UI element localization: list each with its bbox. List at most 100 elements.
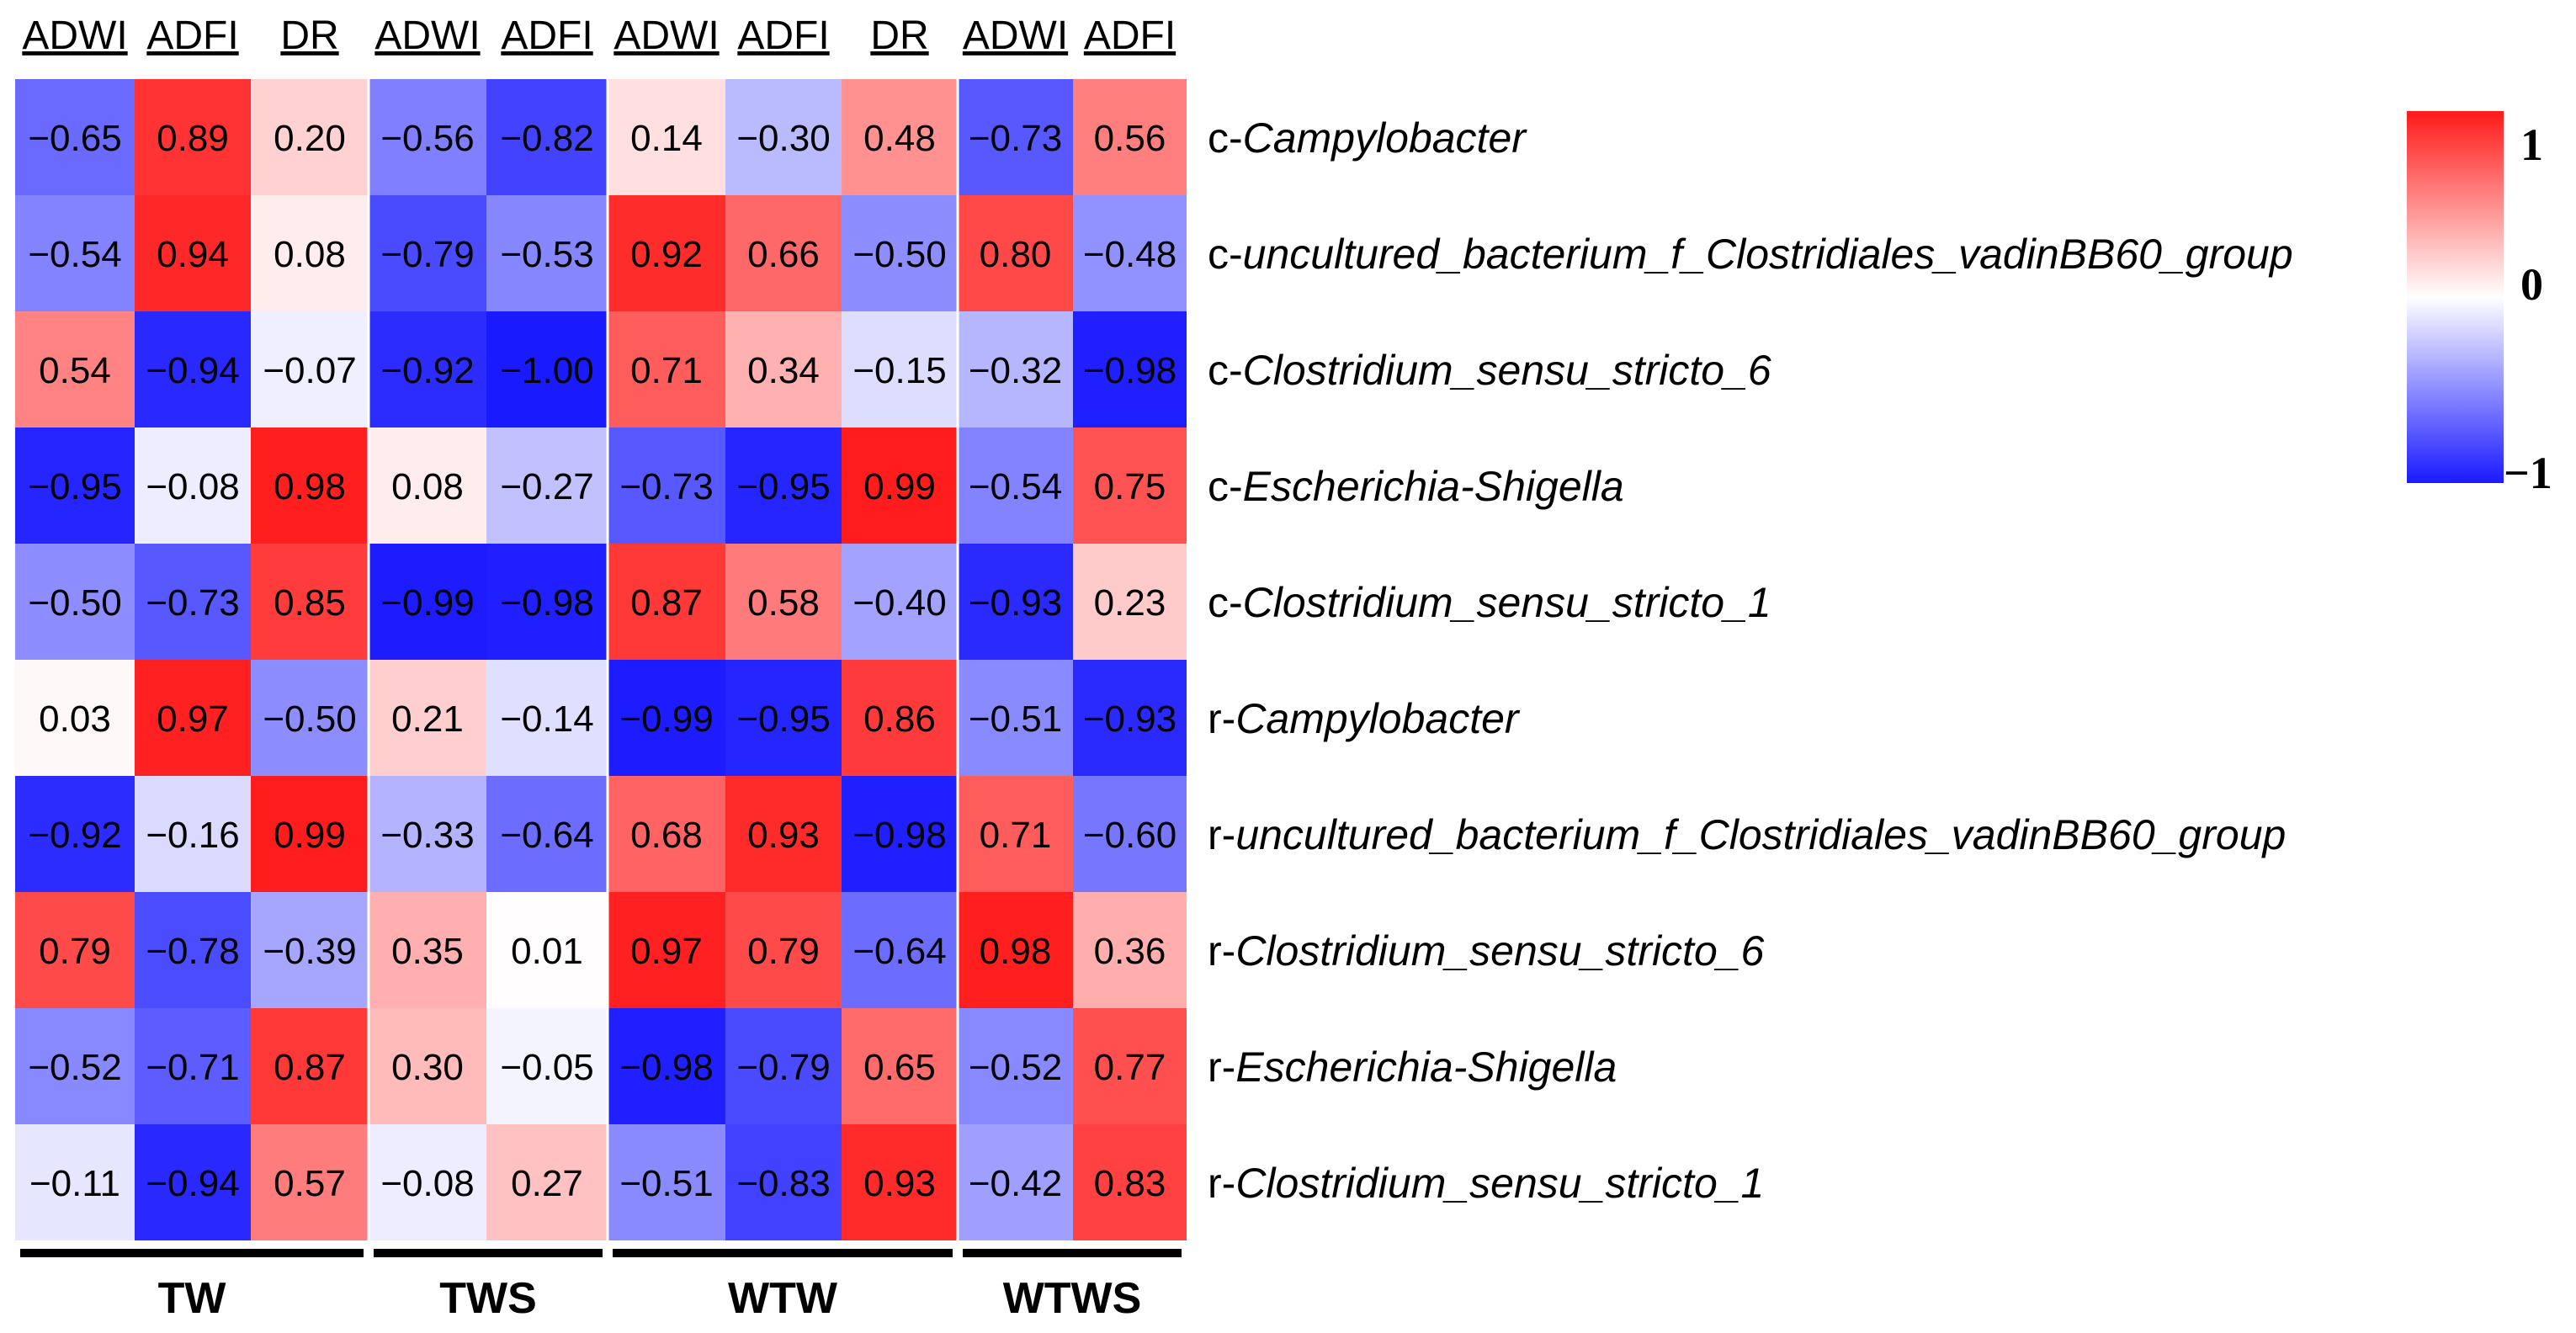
cell-value-label: −0.54: [969, 466, 1062, 507]
legend-tick-max: 1: [2520, 119, 2543, 170]
heatmap-cell: [608, 892, 725, 1008]
cell-value-label: 0.79: [747, 931, 820, 972]
group-label-wtw: WTW: [728, 1274, 838, 1323]
heatmap-cell: [608, 428, 725, 544]
cell-value-label: 0.99: [863, 466, 936, 507]
column-label-adfi-9: ADFI: [1084, 13, 1176, 58]
cell-value-label: 0.92: [630, 234, 703, 275]
heatmap-cell: [842, 195, 958, 311]
row-label-name: uncultured_bacterium_f_Clostridiales_vad…: [1243, 231, 2293, 278]
cell-value-label: 0.03: [39, 698, 111, 740]
row-label: r-Clostridium_sensu_stricto_6: [1208, 927, 1765, 975]
cell-value-label: 0.68: [630, 815, 703, 856]
heatmap-cell: [958, 544, 1073, 660]
heatmap-cell: [842, 1124, 958, 1240]
cell-value-label: 0.54: [39, 350, 111, 391]
heatmap-cell: [251, 79, 369, 195]
heatmap-cell: [725, 195, 842, 311]
row-label: c-Escherichia-Shigella: [1208, 463, 1624, 510]
cell-value-label: −0.92: [380, 350, 474, 391]
cell-value-label: −0.94: [146, 350, 239, 391]
row-label-prefix: r-: [1208, 811, 1235, 858]
row-label-name: Campylobacter: [1243, 114, 1528, 162]
cell-value-label: −0.54: [28, 234, 121, 275]
cell-value-label: −0.98: [852, 815, 946, 856]
heatmap-cell: [135, 79, 251, 195]
heatmap-cell: [958, 79, 1073, 195]
cell-value-label: −0.56: [380, 118, 474, 159]
cell-value-label: 0.21: [391, 698, 464, 740]
cell-value-label: 0.83: [1094, 1163, 1166, 1204]
heatmap-cell: [958, 311, 1073, 428]
row-label-name: Clostridium_sensu_stricto_6: [1235, 927, 1764, 975]
heatmap-cell: [15, 1008, 135, 1124]
heatmap-cell: [725, 892, 842, 1008]
cell-value-label: 0.23: [1094, 582, 1166, 624]
column-label-adfi-4: ADFI: [501, 13, 592, 58]
cell-value-label: −0.50: [263, 698, 356, 740]
column-groups: TW TWS WTW WTWS: [20, 1249, 1182, 1323]
column-label-adfi-6: ADFI: [737, 13, 829, 58]
cell-value-label: −0.51: [619, 1163, 713, 1204]
cell-value-label: −0.73: [146, 582, 239, 624]
heatmap-cell: [1073, 195, 1187, 311]
heatmap-cell: [725, 660, 842, 776]
heatmap-cell: [135, 428, 251, 544]
cell-value-label: 0.08: [274, 234, 346, 275]
heatmap-cell: [369, 544, 486, 660]
cell-value-label: 0.87: [630, 582, 703, 624]
heatmap-cell: [486, 311, 608, 428]
row-label: r-Campylobacter: [1208, 695, 1521, 742]
cell-value-label: −0.73: [619, 466, 713, 507]
cell-value-label: 0.93: [863, 1163, 936, 1204]
heatmap-cell: [1073, 311, 1187, 428]
cell-value-label: −0.42: [969, 1163, 1062, 1204]
row-label-name: Escherichia-Shigella: [1243, 463, 1624, 510]
heatmap-cell: [725, 428, 842, 544]
column-label-adfi-1: ADFI: [146, 13, 238, 58]
cell-value-label: −0.95: [28, 466, 121, 507]
group-label-tws: TWS: [439, 1274, 537, 1323]
cell-value-label: −0.64: [852, 931, 946, 972]
cell-value-label: 0.94: [157, 234, 229, 275]
color-legend: 1 0 −1: [2407, 111, 2552, 498]
heatmap-cell: [1073, 1008, 1187, 1124]
heatmap-cell: [725, 544, 842, 660]
heatmap-cell: [15, 776, 135, 892]
cell-value-label: 0.57: [274, 1163, 346, 1204]
group-bar: [374, 1249, 603, 1257]
cell-value-label: −0.71: [146, 1047, 239, 1088]
cell-value-label: 0.86: [863, 698, 936, 740]
heatmap-cell: [135, 195, 251, 311]
heatmap-cell: [608, 79, 725, 195]
cell-value-label: 0.93: [747, 815, 820, 856]
row-label-name: uncultured_bacterium_f_Clostridiales_vad…: [1235, 811, 2286, 858]
cell-value-label: −0.98: [1083, 350, 1176, 391]
row-label-prefix: c-: [1208, 114, 1243, 162]
heatmap-cell: [725, 311, 842, 428]
heatmap-cell: [15, 544, 135, 660]
cell-value-label: −0.52: [28, 1047, 121, 1088]
cell-value-label: 0.20: [274, 118, 346, 159]
column-label-adwi-8: ADWI: [963, 13, 1068, 58]
heatmap-cell: [608, 195, 725, 311]
cell-value-label: 0.66: [747, 234, 820, 275]
heatmap-cell: [251, 311, 369, 428]
column-label-dr-2: DR: [280, 13, 338, 58]
heatmap-cell: [486, 79, 608, 195]
column-label-adwi-5: ADWI: [613, 13, 719, 58]
heatmap-cell: [958, 660, 1073, 776]
heatmap-cell: [842, 79, 958, 195]
heatmap-cell: [725, 1008, 842, 1124]
cell-value-label: 0.99: [274, 815, 346, 856]
cell-value-label: 0.71: [980, 815, 1052, 856]
cell-value-label: −0.53: [500, 234, 593, 275]
cell-value-label: −0.30: [736, 118, 830, 159]
heatmap-cell: [486, 776, 608, 892]
heatmap-cell: [842, 660, 958, 776]
heatmap-cell: [135, 892, 251, 1008]
cell-value-label: 0.75: [1094, 466, 1166, 507]
heatmap-cell: [958, 776, 1073, 892]
cell-value-label: −0.73: [969, 118, 1062, 159]
